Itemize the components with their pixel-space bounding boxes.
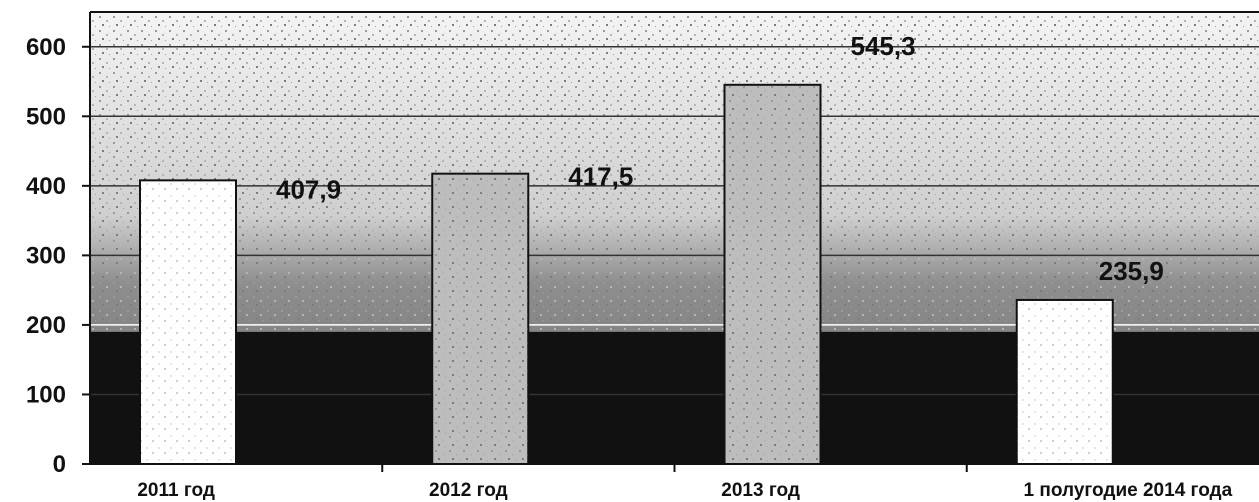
y-tick-label: 100 xyxy=(26,381,66,408)
data-label: 407,9 xyxy=(276,174,341,204)
data-label: 417,5 xyxy=(568,162,633,192)
background-dark-band xyxy=(236,331,433,464)
x-category-label: 2013 год xyxy=(721,480,800,501)
x-category-label: 2011 год xyxy=(137,480,215,501)
y-tick-label: 200 xyxy=(26,312,66,339)
bar-texture xyxy=(725,85,820,464)
y-axis-tick-labels: 0 100 200 300 400 500 600 xyxy=(26,34,66,478)
y-tick-label: 500 xyxy=(26,103,66,130)
plot-background xyxy=(90,12,1259,464)
bars xyxy=(139,83,1114,466)
background-dark-band xyxy=(528,331,725,464)
x-category-label: 1 полугодие 2014 года xyxy=(1024,480,1233,501)
x-category-label: 2012 год xyxy=(429,480,508,501)
y-tick-label: 0 xyxy=(53,451,66,478)
data-label: 235,9 xyxy=(1099,256,1164,286)
y-tick-label: 300 xyxy=(26,242,66,269)
x-axis-category-labels: 2011 год 2012 год 2013 год 1 полугодие 2014… xyxy=(137,480,1232,501)
bar-texture xyxy=(1017,300,1112,463)
background-dark-band xyxy=(1112,331,1259,464)
background-dark-band xyxy=(820,331,1017,464)
data-label: 545,3 xyxy=(851,31,916,61)
y-tick-label: 400 xyxy=(26,173,66,200)
y-tick-label: 600 xyxy=(26,34,66,61)
bar-texture xyxy=(433,174,528,463)
background-dark-bands xyxy=(90,331,1259,464)
bar-texture xyxy=(141,181,235,464)
background-dark-band xyxy=(90,331,140,464)
data-labels: 407,9 417,5 545,3 235,9 xyxy=(276,31,1164,286)
